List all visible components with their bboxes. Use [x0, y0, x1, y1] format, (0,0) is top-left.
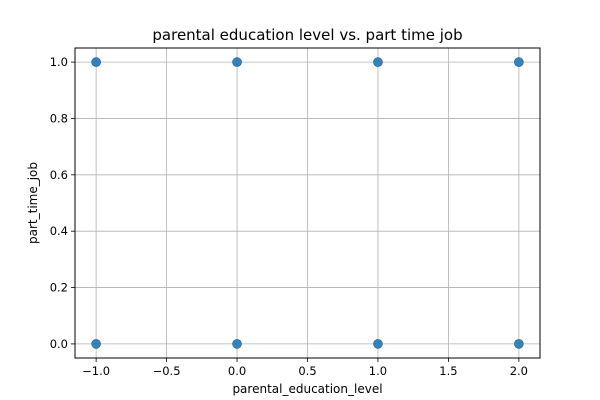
- y-axis-label: part_time_job: [26, 162, 40, 244]
- scatter-point: [514, 57, 524, 67]
- data-points: [91, 57, 524, 349]
- grid: [75, 48, 540, 358]
- scatter-point: [514, 339, 524, 349]
- x-tick-label: 1.5: [439, 364, 457, 378]
- scatter-point: [91, 57, 101, 67]
- x-tick-label: −1.0: [82, 364, 110, 378]
- y-tick-label: 0.6: [50, 168, 68, 182]
- x-tick-label: 2.0: [510, 364, 528, 378]
- y-tick-label: 0.4: [50, 224, 68, 238]
- scatter-point: [232, 57, 242, 67]
- x-tick-label: 1.0: [369, 364, 387, 378]
- y-tick-label: 0.8: [50, 111, 68, 125]
- x-tick-label: −0.5: [153, 364, 181, 378]
- scatter-point: [232, 339, 242, 349]
- scatter-point: [373, 57, 383, 67]
- y-tick-label: 0.0: [50, 337, 68, 351]
- x-axis-label: parental_education_level: [232, 382, 382, 396]
- chart-title: parental education level vs. part time j…: [152, 26, 462, 44]
- scatter-point: [91, 339, 101, 349]
- y-tick-label: 0.2: [50, 281, 68, 295]
- scatter-point: [373, 339, 383, 349]
- axis-ticks: −1.0 −0.5 0.0 0.5 1.0 1.5 2.0 0.0 0.2 0.4 0.6 0.8 1.…: [50, 55, 528, 378]
- y-tick-label: 1.0: [50, 55, 68, 69]
- x-tick-label: 0.0: [228, 364, 246, 378]
- x-tick-label: 0.5: [298, 364, 316, 378]
